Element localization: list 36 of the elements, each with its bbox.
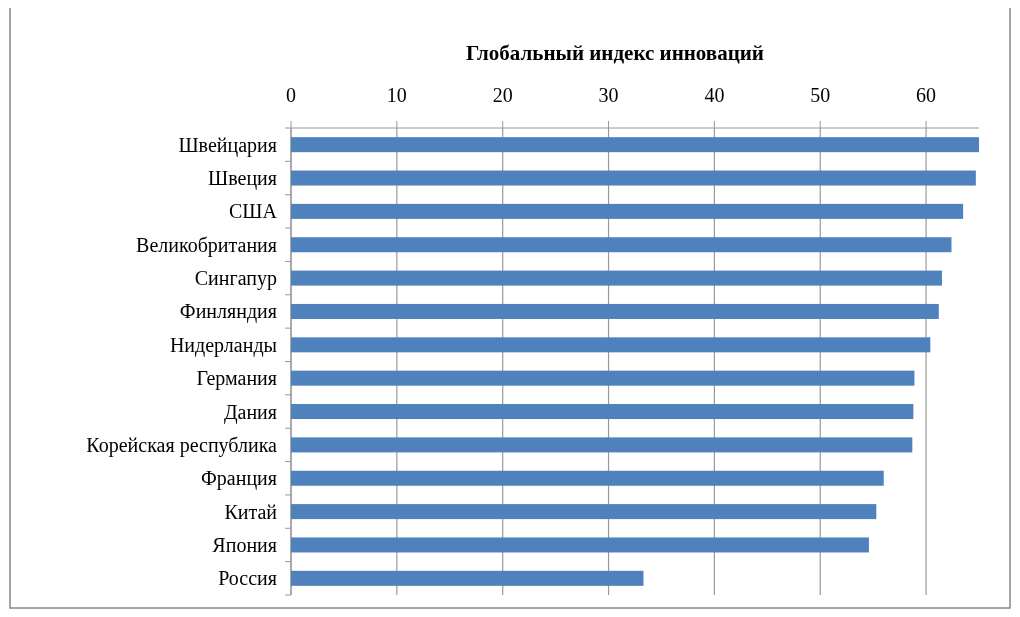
x-tick-label: 60 [916,84,937,106]
bar [291,237,952,253]
y-tick-label: Швеция [208,167,277,191]
y-tick-label: США [229,200,278,223]
chart-title: Глобальный индекс инноваций [466,41,764,65]
bar [291,370,915,386]
bar [291,303,939,319]
y-tick-label: Дания [223,400,277,424]
x-tick-label: 30 [598,84,619,106]
bar [291,404,914,420]
x-tick-label: 10 [386,84,407,106]
y-tick-label: Нидерланды [169,333,277,357]
bar [291,203,964,219]
bar [291,270,942,286]
y-tick-label: Франция [201,467,277,491]
bar [291,170,976,186]
x-tick-label: 0 [286,84,296,106]
bar [291,537,869,553]
y-tick-label: Швейцария [178,133,277,157]
bar [291,337,931,353]
y-tick-label: Япония [212,533,277,556]
y-tick-label: Германия [196,367,277,391]
y-tick-label: Китай [224,500,278,523]
y-tick-label: Сингапур [194,267,277,291]
bar [291,137,979,153]
bar [291,570,644,586]
bar [291,470,884,486]
y-tick-label: Великобритания [136,233,277,257]
bar [291,504,877,520]
y-tick-label: Финляндия [179,300,277,324]
x-tick-label: 20 [492,84,513,106]
x-tick-label: 40 [704,84,725,106]
y-tick-label: Корейская республика [86,433,278,457]
x-tick-label: 50 [810,84,831,106]
y-tick-label: Россия [218,567,277,590]
bar [291,437,913,453]
